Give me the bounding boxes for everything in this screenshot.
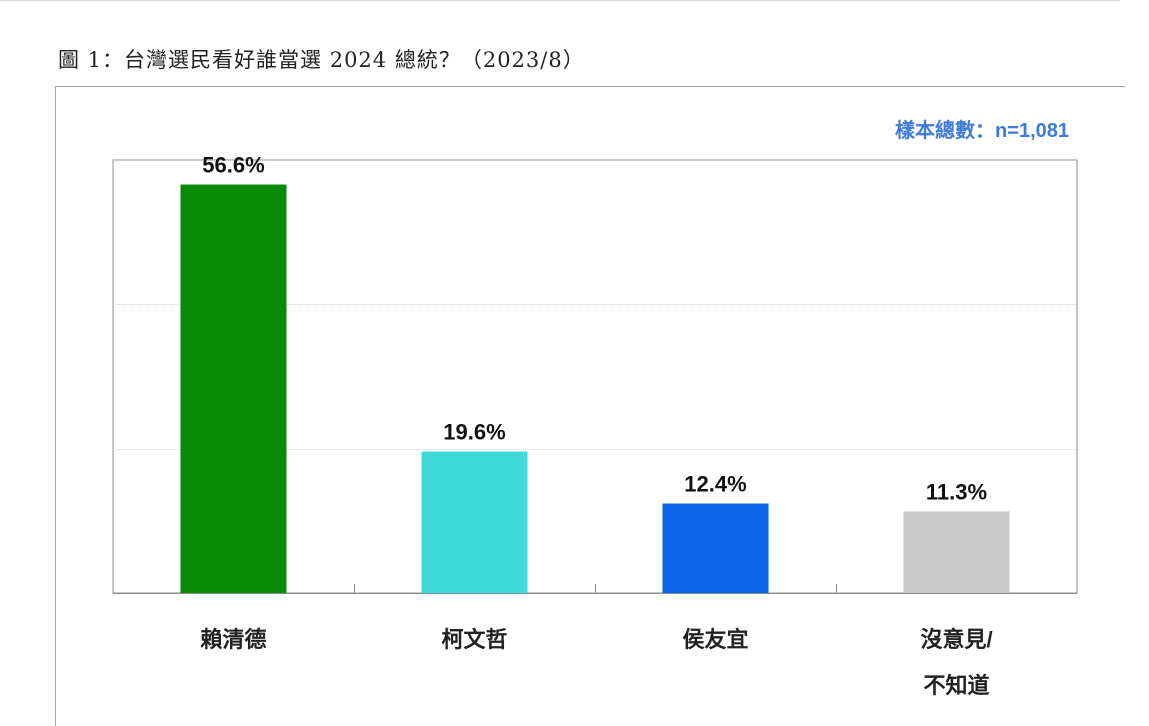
- category-label: 柯文哲: [441, 627, 508, 652]
- category-label: 侯友宜: [682, 627, 749, 652]
- bar: [180, 184, 287, 593]
- data-label: 11.3%: [926, 479, 987, 504]
- bar: [903, 511, 1010, 593]
- data-label: 56.6%: [202, 153, 264, 178]
- category-label: 賴清德: [200, 627, 267, 652]
- data-label: 12.4%: [684, 472, 746, 497]
- bar: [662, 503, 769, 593]
- chart-frame: [55, 86, 1125, 726]
- figure-title: 圖 1：台灣選民看好誰當選 2024 總統？（2023/8）: [58, 48, 585, 72]
- top-divider: [0, 0, 1120, 1]
- data-label: 19.6%: [443, 420, 505, 445]
- sample-size-label: 樣本總數：n=1,081: [895, 120, 1069, 142]
- bar: [421, 451, 528, 593]
- category-label: 沒意見/不知道: [920, 627, 993, 698]
